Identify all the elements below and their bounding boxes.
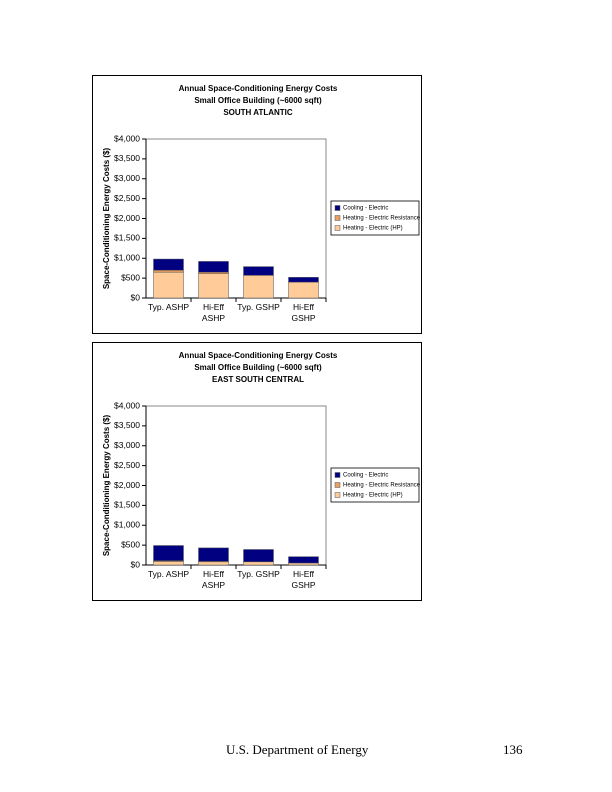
- y-tick-label: $2,500: [114, 460, 140, 470]
- legend-swatch: [334, 492, 341, 498]
- y-axis-label: Space-Conditioning Energy Costs ($): [102, 147, 111, 289]
- bar-segment: [243, 275, 274, 299]
- bar-segment: [198, 561, 229, 566]
- y-tick-label: $1,500: [114, 233, 140, 243]
- bar-segment: [153, 545, 184, 561]
- bar-segment: [288, 281, 319, 299]
- y-tick-label: $3,000: [114, 173, 140, 183]
- bar-segment: [288, 277, 319, 283]
- y-tick-label: $3,000: [114, 440, 140, 450]
- chart-frame: Annual Space-Conditioning Energy Costs Sm…: [92, 342, 422, 601]
- chart: Annual Space-Conditioning Energy Costs Sm…: [102, 351, 421, 569]
- bar-segment: [153, 258, 184, 271]
- y-tick-label: $500: [121, 539, 140, 549]
- legend-label: Heating - Electric Resistance: [343, 216, 421, 222]
- y-tick-label: $1,000: [114, 520, 140, 530]
- legend-box: [330, 467, 420, 503]
- legend-swatch: [334, 215, 341, 221]
- chart-region: SOUTH ATLANTIC: [223, 108, 293, 117]
- bar-segment: [153, 269, 184, 273]
- y-tick-label: $0: [131, 292, 141, 302]
- y-tick-label: $0: [131, 559, 141, 569]
- bar-segment: [243, 561, 274, 566]
- bar-segment: [288, 556, 319, 564]
- y-tick-label: $3,500: [114, 153, 140, 163]
- legend-label: Heating - Electric (HP): [343, 226, 403, 232]
- chart-title: Annual Space-Conditioning Energy Costs: [179, 351, 338, 360]
- legend-box: [330, 200, 420, 236]
- x-tick-label: Typ. GSHP: [237, 302, 280, 312]
- y-tick-label: $500: [121, 272, 140, 282]
- bar-segment: [153, 561, 184, 566]
- bar-segment: [198, 273, 229, 299]
- legend-swatch: [334, 472, 341, 478]
- x-tick-label: Typ. ASHP: [147, 302, 190, 312]
- page-number: 136: [503, 742, 523, 757]
- plot-area: [145, 405, 327, 566]
- bar-segment: [288, 562, 319, 566]
- x-tick-label: Hi-Eff ASHP: [201, 302, 226, 323]
- y-tick-label: $2,000: [114, 213, 140, 223]
- bar-segment: [243, 266, 274, 276]
- y-axis-label: Space-Conditioning Energy Costs ($): [102, 414, 111, 556]
- chart: Annual Space-Conditioning Energy Costs Sm…: [102, 84, 421, 302]
- x-tick-label: Typ. ASHP: [147, 569, 190, 579]
- legend-label: Heating - Electric (HP): [343, 493, 403, 499]
- legend-swatch: [334, 482, 341, 488]
- chart-subtitle: Small Office Building (~6000 sqft): [194, 363, 322, 372]
- chart-region: EAST SOUTH CENTRAL: [212, 375, 304, 384]
- bar-segment: [153, 271, 184, 299]
- chart-title: Annual Space-Conditioning Energy Costs: [179, 84, 338, 93]
- legend-swatch: [334, 205, 341, 211]
- legend-label: Cooling - Electric: [343, 473, 388, 479]
- y-tick-label: $4,000: [114, 400, 140, 410]
- x-tick-label: Hi-Eff GSHP: [291, 302, 316, 323]
- x-tick-label: Typ. GSHP: [237, 569, 280, 579]
- y-tick-label: $2,500: [114, 193, 140, 203]
- bar-segment: [243, 549, 274, 563]
- y-tick-label: $1,000: [114, 253, 140, 263]
- y-tick-label: $3,500: [114, 420, 140, 430]
- x-tick-label: Hi-Eff ASHP: [201, 569, 226, 590]
- legend-label: Cooling - Electric: [343, 206, 388, 212]
- y-tick-label: $2,000: [114, 480, 140, 490]
- y-tick-label: $4,000: [114, 133, 140, 143]
- bar-segment: [198, 261, 229, 273]
- legend-swatch: [334, 225, 341, 231]
- legend-label: Heating - Electric Resistance: [343, 483, 421, 489]
- chart-frame: Annual Space-Conditioning Energy Costs Sm…: [92, 75, 422, 334]
- x-tick-label: Hi-Eff GSHP: [291, 569, 316, 590]
- bar-segment: [198, 547, 229, 562]
- footer-publisher: U.S. Department of Energy: [226, 742, 369, 757]
- chart-subtitle: Small Office Building (~6000 sqft): [194, 96, 322, 105]
- y-tick-label: $1,500: [114, 500, 140, 510]
